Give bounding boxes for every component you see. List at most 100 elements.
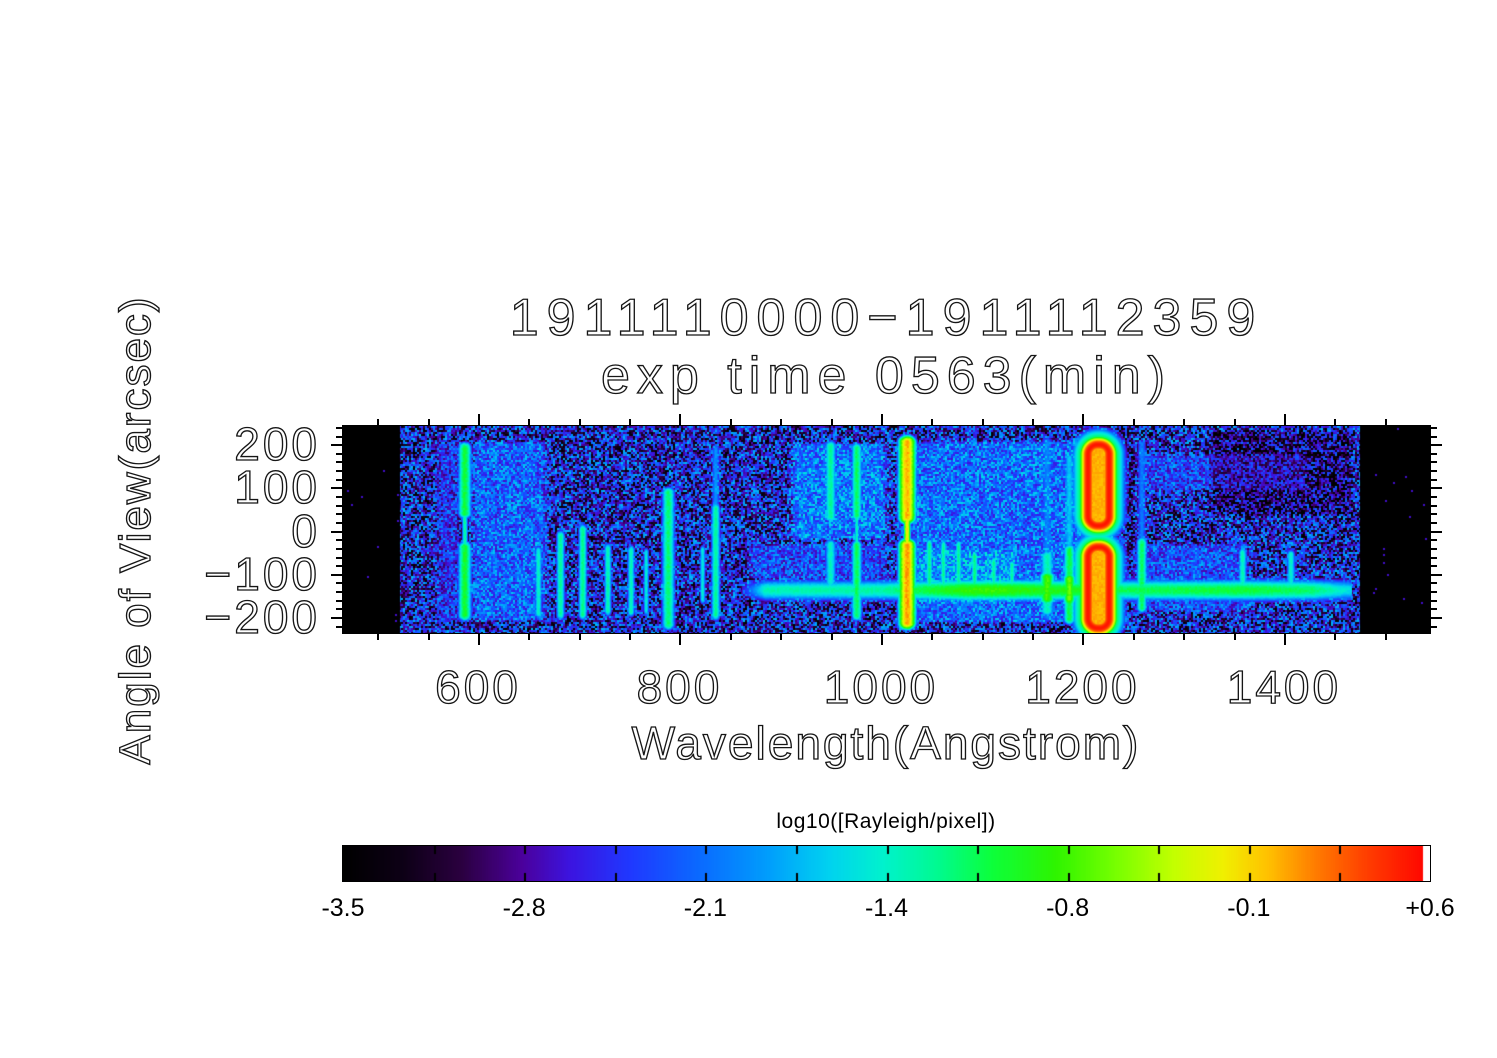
colorbar-tick-label: -2.8 (502, 894, 546, 922)
tick-mark (428, 419, 430, 425)
tick-mark (831, 419, 833, 425)
tick-mark (336, 522, 342, 524)
tick-mark (931, 419, 933, 425)
tick-mark (1234, 634, 1236, 640)
colorbar-tick-label: +0.6 (1405, 894, 1455, 922)
tick-mark (982, 419, 984, 425)
tick-mark (1431, 591, 1437, 593)
tick-mark (1431, 453, 1437, 455)
tick-mark (336, 496, 342, 498)
tick-mark (629, 419, 631, 425)
tick-mark (336, 600, 342, 602)
tick-mark (1431, 505, 1437, 507)
tick-mark (780, 634, 782, 640)
tick-mark (1431, 626, 1437, 628)
tick-mark (331, 574, 342, 576)
tick-mark (331, 617, 342, 619)
tick-mark (1431, 444, 1442, 446)
tick-mark (1385, 634, 1387, 640)
tick-mark (1334, 634, 1336, 640)
tick-mark (1133, 634, 1135, 640)
tick-mark (1431, 461, 1437, 463)
tick-mark (679, 634, 681, 645)
tick-mark (1284, 414, 1286, 425)
tick-mark (1431, 574, 1442, 576)
tick-mark (428, 634, 430, 640)
tick-mark (780, 419, 782, 425)
tick-mark (931, 634, 933, 640)
tick-mark (1133, 419, 1135, 425)
tick-mark (336, 453, 342, 455)
tick-mark (478, 414, 480, 425)
tick-mark (1032, 419, 1034, 425)
tick-mark (336, 436, 342, 438)
tick-mark (336, 626, 342, 628)
tick-mark (331, 444, 342, 446)
colorbar-tick-label: -2.1 (683, 894, 727, 922)
colorbar-tick-label: -0.8 (1046, 894, 1090, 922)
tick-mark (881, 634, 883, 645)
tick-mark (336, 608, 342, 610)
colorbar-gradient (343, 846, 1430, 881)
tick-mark (1431, 513, 1437, 515)
x-tick-label: 1200 (1025, 661, 1140, 713)
y-tick-label: −100 (204, 547, 320, 600)
x-tick-label: 1000 (823, 661, 939, 713)
tick-mark (331, 531, 342, 533)
tick-mark (478, 634, 480, 645)
tick-mark (1431, 565, 1437, 567)
tick-mark (1431, 539, 1437, 541)
tick-mark (336, 427, 342, 429)
colorbar-tick-label: -0.1 (1227, 894, 1271, 922)
y-tick-label: 200 (234, 418, 320, 471)
tick-mark (336, 548, 342, 550)
tick-mark (1431, 617, 1442, 619)
tick-mark (1431, 600, 1437, 602)
colorbar-tick-label: -3.5 (321, 894, 365, 922)
tick-mark (1431, 487, 1442, 489)
tick-mark (377, 419, 379, 425)
colorbar-frame (342, 845, 1431, 882)
tick-mark (982, 634, 984, 640)
x-tick-label: 600 (434, 661, 521, 713)
tick-mark (336, 479, 342, 481)
tick-mark (336, 513, 342, 515)
tick-mark (579, 419, 581, 425)
tick-mark (1284, 634, 1286, 645)
tick-mark (881, 414, 883, 425)
tick-mark (1431, 436, 1437, 438)
plot-title-line2: exp time 0563(min) (600, 346, 1173, 405)
tick-mark (336, 505, 342, 507)
tick-mark (1032, 634, 1034, 640)
tick-mark (336, 470, 342, 472)
tick-mark (1334, 419, 1336, 425)
tick-mark (1183, 634, 1185, 640)
plot-title-line1: 1911110000−1911112359 (509, 288, 1264, 347)
tick-mark (336, 565, 342, 567)
colorbar-label: log10([Rayleigh/pixel]) (776, 810, 996, 833)
tick-mark (1431, 470, 1437, 472)
tick-mark (1431, 427, 1437, 429)
tick-mark (730, 419, 732, 425)
tick-mark (1431, 582, 1437, 584)
tick-mark (336, 582, 342, 584)
tick-mark (629, 634, 631, 640)
x-tick-label: 800 (636, 661, 723, 713)
tick-mark (1234, 419, 1236, 425)
y-tick-label: 0 (291, 504, 320, 557)
tick-mark (1431, 531, 1442, 533)
tick-mark (831, 634, 833, 640)
tick-mark (1431, 608, 1437, 610)
tick-mark (336, 461, 342, 463)
colorbar-tick-label: -1.4 (864, 894, 909, 922)
tick-mark (1431, 548, 1437, 550)
tick-mark (377, 634, 379, 640)
tick-mark (1082, 414, 1084, 425)
tick-mark (1183, 419, 1185, 425)
x-tick-label: 1400 (1226, 661, 1342, 713)
y-tick-label: 100 (234, 461, 320, 514)
y-axis-label: Angle of View(arcsec) (110, 295, 160, 766)
tick-mark (336, 539, 342, 541)
tick-mark (528, 634, 530, 640)
